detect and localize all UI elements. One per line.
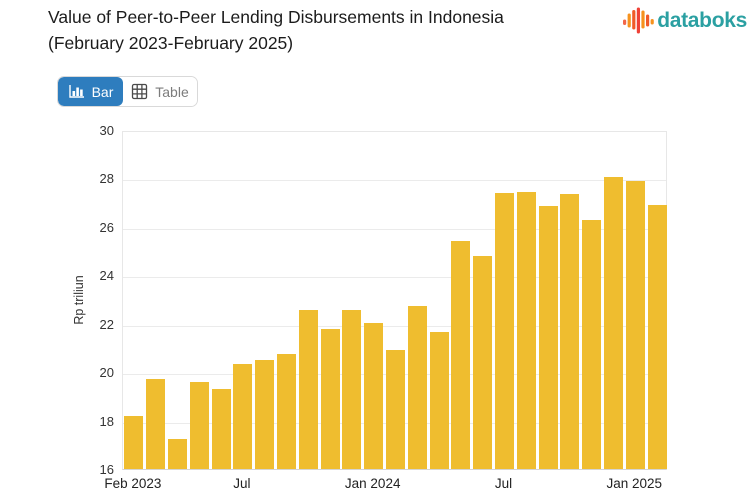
bar[interactable]: [168, 438, 187, 469]
bar[interactable]: [146, 379, 166, 469]
bar-chart-plot-area: [122, 131, 667, 470]
bar[interactable]: [516, 191, 536, 469]
gridline: [123, 325, 666, 327]
bar-view-button[interactable]: Bar: [58, 77, 123, 106]
bar[interactable]: [495, 193, 514, 469]
databoks-wordmark: databoks: [657, 9, 747, 32]
y-tick-label: 24: [99, 268, 114, 284]
bar-chart-icon: [68, 84, 85, 99]
bar[interactable]: [560, 194, 580, 469]
y-tick-label: 26: [99, 219, 114, 235]
databoks-bars-icon: [623, 7, 655, 35]
bar[interactable]: [407, 305, 427, 469]
bar-view-label: Bar: [91, 83, 114, 100]
bar[interactable]: [255, 360, 275, 469]
gridline: [123, 277, 666, 279]
bar[interactable]: [451, 241, 471, 469]
gridline: [123, 180, 666, 182]
chart-title: Value of Peer-to-Peer Lending Disburseme…: [48, 4, 608, 56]
bar[interactable]: [647, 205, 667, 469]
bar[interactable]: [582, 219, 602, 469]
bar[interactable]: [189, 381, 209, 469]
bar[interactable]: [298, 310, 318, 469]
y-axis-title: Rp triliun: [72, 275, 86, 325]
bar[interactable]: [386, 350, 405, 469]
table-view-button[interactable]: Table: [123, 77, 197, 106]
y-tick-label: 16: [99, 462, 114, 477]
x-tick-label: Jan 2024: [344, 476, 401, 491]
bar[interactable]: [320, 328, 340, 469]
y-tick-label: 20: [99, 365, 114, 381]
bar[interactable]: [277, 354, 296, 469]
bar[interactable]: [124, 415, 144, 469]
y-tick-label: 22: [99, 316, 114, 332]
bar[interactable]: [538, 206, 558, 469]
bar[interactable]: [233, 363, 253, 469]
bar[interactable]: [604, 177, 623, 469]
bar[interactable]: [364, 322, 384, 469]
table-grid-icon: [131, 83, 148, 100]
x-tick-label: Jul: [233, 476, 251, 491]
chart-title-line2: (February 2023-February 2025): [48, 33, 294, 53]
x-tick-label: Jan 2025: [606, 476, 663, 491]
bar[interactable]: [473, 255, 493, 469]
y-tick-label: 30: [99, 123, 114, 138]
bar[interactable]: [342, 310, 362, 469]
bar[interactable]: [429, 332, 449, 469]
databoks-logo[interactable]: databoks: [623, 7, 747, 35]
bar[interactable]: [211, 389, 231, 469]
y-tick-label: 28: [99, 171, 114, 187]
table-view-label: Table: [155, 83, 189, 100]
chart-title-line1: Value of Peer-to-Peer Lending Disburseme…: [48, 7, 504, 27]
view-toggle: Bar Table: [57, 76, 198, 107]
x-tick-label: Jul: [494, 476, 513, 491]
x-tick-label: Feb 2023: [104, 476, 162, 491]
y-tick-label: 18: [99, 413, 114, 429]
gridline: [123, 228, 666, 230]
bar[interactable]: [625, 180, 645, 469]
